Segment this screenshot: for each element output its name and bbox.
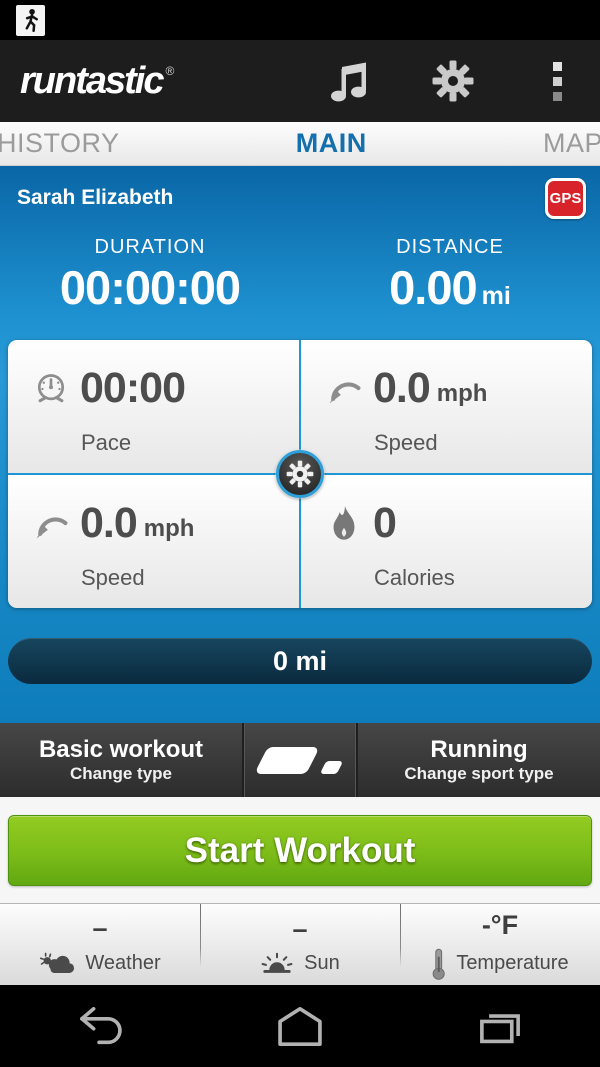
workout-type-bar: Basic workout Change type Running Change…	[0, 723, 600, 797]
runner-notification-icon	[16, 4, 45, 36]
sunrise-icon	[260, 952, 294, 976]
weather-cell: – Weather	[0, 904, 200, 985]
speed-needle-icon	[32, 505, 70, 543]
temperature-value: -°F	[481, 909, 519, 940]
start-workout-button[interactable]: Start Workout	[8, 815, 592, 886]
thermometer-icon	[431, 948, 446, 980]
speed-unit: mph	[436, 380, 488, 407]
shoe-icon	[253, 746, 343, 774]
overflow-menu-icon[interactable]	[534, 58, 580, 104]
weather-value: –	[92, 912, 108, 943]
sun-label: Sun	[304, 952, 340, 974]
music-note-icon[interactable]	[326, 58, 372, 104]
speed-label: Speed	[374, 430, 438, 455]
nav-recents-icon[interactable]	[400, 985, 600, 1067]
workout-type-title: Basic workout	[38, 735, 204, 763]
distance-label: DISTANCE	[396, 236, 504, 258]
speed-value: 0.0	[80, 499, 138, 547]
runtastic-logo: runtastic ®	[20, 62, 174, 100]
distance-unit: mi	[481, 282, 511, 310]
distance-metric: DISTANCE 0.00 mi	[300, 236, 600, 312]
header-actions	[326, 58, 580, 104]
android-nav-bar	[0, 985, 600, 1067]
sun-cell: – Sun	[199, 904, 400, 985]
status-bar	[0, 0, 600, 40]
nav-home-icon[interactable]	[200, 985, 400, 1067]
registered-mark: ®	[165, 64, 175, 78]
speed-label: Speed	[81, 565, 145, 590]
tab-history[interactable]: HISTORY	[0, 128, 120, 158]
weather-bar: – Weather –	[0, 903, 600, 985]
pace-tile[interactable]: 00:00 Pace	[8, 340, 299, 473]
session-panel: Sarah Elizabeth GPS DURATION 00:00:00 DI…	[0, 166, 600, 723]
app-header: runtastic ®	[0, 40, 600, 122]
sport-type-subtitle: Change sport type	[404, 764, 554, 784]
calories-label: Calories	[374, 565, 455, 590]
duration-value: 00:00:00	[59, 261, 241, 314]
speed-tile-top[interactable]: 0.0 mph Speed	[301, 340, 592, 473]
calories-value: 0	[373, 499, 397, 547]
distance-value: 0.00	[389, 261, 477, 314]
speed-tile-bottom[interactable]: 0.0 mph Speed	[8, 475, 299, 608]
tab-map[interactable]: MAP	[542, 128, 600, 158]
primary-metrics: DURATION 00:00:00 DISTANCE 0.00 mi	[0, 236, 600, 312]
temperature-cell: -°F Temperature	[399, 904, 600, 985]
speed-needle-icon	[325, 370, 363, 408]
flame-icon	[325, 505, 363, 543]
nav-back-icon[interactable]	[0, 985, 200, 1067]
weather-label: Weather	[85, 952, 161, 974]
settings-gear-icon[interactable]	[430, 58, 476, 104]
distance-ticker-pill: 0 mi	[8, 638, 592, 684]
speed-unit: mph	[143, 515, 195, 542]
grid-settings-gear-button[interactable]	[276, 450, 324, 498]
start-section: Start Workout	[0, 797, 600, 903]
duration-label: DURATION	[94, 236, 206, 258]
gauge-icon	[32, 370, 70, 408]
sport-type-icon-button[interactable]	[242, 723, 358, 797]
pace-value: 00:00	[80, 364, 186, 412]
logo-text: runtastic	[20, 60, 164, 102]
tab-main[interactable]: MAIN	[295, 128, 367, 158]
speed-value: 0.0	[373, 364, 431, 412]
temperature-label: Temperature	[456, 952, 569, 974]
user-name: Sarah Elizabeth	[17, 186, 174, 209]
calories-tile[interactable]: 0 Calories	[301, 475, 592, 608]
tab-bar: HISTORY MAIN MAP	[0, 122, 600, 166]
workout-type-button[interactable]: Basic workout Change type	[0, 723, 242, 797]
pace-label: Pace	[81, 430, 132, 455]
workout-type-subtitle: Change type	[69, 764, 173, 784]
duration-metric: DURATION 00:00:00	[0, 236, 300, 312]
cloud-sun-icon	[39, 951, 75, 977]
sport-type-button[interactable]: Running Change sport type	[358, 723, 600, 797]
sun-value: –	[292, 913, 308, 944]
sport-type-title: Running	[430, 735, 528, 763]
gps-status-badge[interactable]: GPS	[545, 178, 586, 219]
